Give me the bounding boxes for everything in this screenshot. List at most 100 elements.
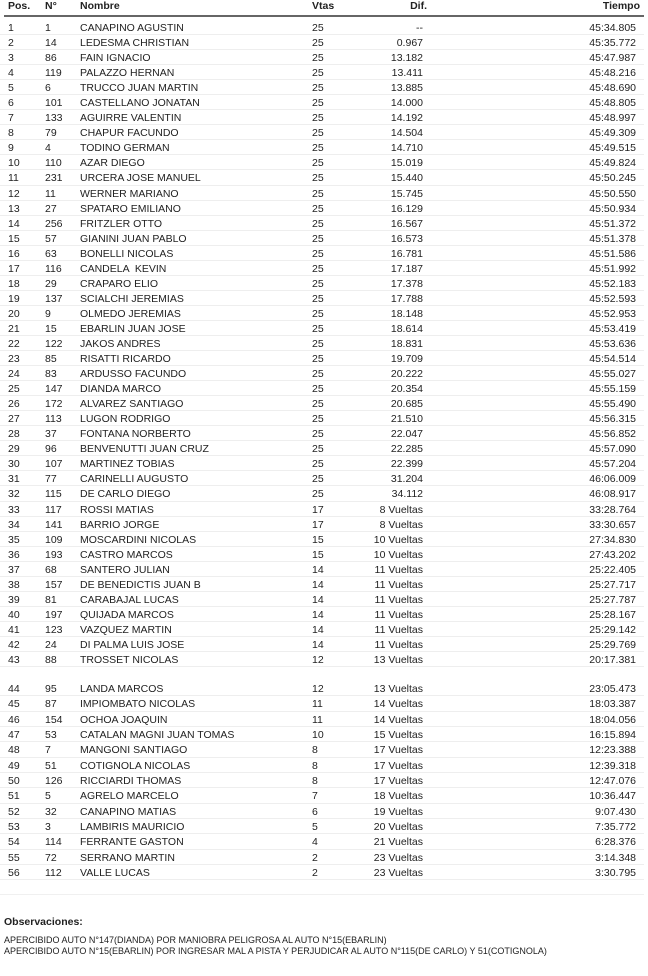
header-rule [4,15,644,17]
cell-driver-name: TRUCCO JUAN MARTIN [80,82,199,95]
cell-position: 23 [8,353,20,366]
cell-time: 18:04.056 [589,713,636,726]
cell-driver-name: FAIN IGNACIO [80,52,151,65]
cell-position: 33 [8,503,20,516]
cell-car-number: 137 [45,292,63,305]
cell-position: 50 [8,774,20,787]
cell-difference: 8 Vueltas [379,518,423,531]
cell-laps: 12 [312,653,324,666]
cell-time: 45:48.805 [589,97,636,110]
cell-laps: 25 [312,187,324,200]
cell-driver-name: CHAPUR FACUNDO [80,127,179,140]
cell-position: 51 [8,790,20,803]
table-row: 48 7 MANGONI SANTIAGO 8 17 Vueltas 12:23.388 [0,742,644,758]
table-row: 26 172 ALVAREZ SANTIAGO 25 20.685 45:55.490 [0,396,644,412]
cell-time: 33:28.764 [589,503,636,516]
cell-difference: 15.019 [390,157,423,170]
cell-car-number: 72 [45,851,57,864]
cell-laps: 17 [312,518,324,531]
cell-position: 55 [8,851,20,864]
table-row: 32 115 DE CARLO DIEGO 25 34.112 46:08.917 [0,486,644,502]
cell-laps: 25 [312,97,324,110]
table-row: 34 141 BARRIO JORGE 17 8 Vueltas 33:30.657 [0,517,644,532]
table-header: Pos. N° Nombre Vtas Dif. Tiempo [0,0,648,14]
cell-car-number: 86 [45,52,57,65]
table-row: 14 256 FRITZLER OTTO 25 16.567 45:51.372 [0,216,644,231]
cell-laps: 25 [312,428,324,441]
cell-car-number: 27 [45,202,57,215]
cell-difference: 18.831 [390,337,423,350]
cell-position: 36 [8,548,20,561]
cell-difference: 19.709 [390,353,423,366]
cell-time: 45:34.805 [589,22,636,34]
header-time: Tiempo [602,0,640,12]
table-row: 49 51 COTIGNOLA NICOLAS 8 17 Vueltas 12:39.31… [0,758,644,773]
table-row: 16 63 BONELLI NICOLAS 25 16.781 45:51.586 [0,246,644,261]
cell-driver-name: MANGONI SANTIAGO [80,744,188,757]
cell-position: 2 [8,37,14,50]
cell-car-number: 14 [45,37,57,50]
table-row: 39 81 CARABAJAL LUCAS 14 11 Vueltas 25:27.787 [0,592,644,607]
cell-difference: 15 Vueltas [373,729,423,741]
table-row: 53 3 LAMBIRIS MAURICIO 5 20 Vueltas 7:35.772 [0,819,644,835]
observations-title: Observaciones: [4,916,83,928]
cell-position: 30 [8,458,20,471]
cell-difference: 13.182 [390,52,423,65]
cell-driver-name: TROSSET NICOLAS [80,653,179,666]
cell-time: 12:23.388 [589,744,636,757]
cell-position: 48 [8,744,20,757]
cell-car-number: 37 [45,428,57,441]
cell-difference: 8 Vueltas [379,503,423,516]
cell-car-number: 101 [45,97,63,110]
table-row: 4 119 PALAZZO HERNAN 25 13.411 45:48.216 [0,65,644,81]
cell-driver-name: JAKOS ANDRES [80,337,161,350]
cell-difference: 13 Vueltas [373,653,423,666]
cell-car-number: 107 [45,458,63,471]
cell-time: 45:51.378 [589,232,636,245]
header-pos: Pos. [8,0,31,12]
cell-time: 12:47.076 [589,774,636,787]
table-row: 1 1 CANAPINO AGUSTIN 25 -- 45:34.805 [0,20,644,36]
cell-position: 26 [8,398,20,411]
cell-laps: 8 [312,744,318,757]
cell-laps: 25 [312,368,324,381]
cell-driver-name: PALAZZO HERNAN [80,67,175,80]
cell-difference: 14.000 [390,97,423,110]
cell-car-number: 110 [45,157,62,170]
table-row: 18 29 CRAPARO ELIO 25 17.378 45:52.183 [0,276,644,291]
cell-difference: 21.510 [390,413,423,426]
cell-position: 11 [8,172,19,185]
cell-driver-name: AGUIRRE VALENTIN [80,112,182,125]
cell-laps: 25 [312,292,324,305]
table-row: 21 15 EBARLIN JUAN JOSE 25 18.614 45:53.419 [0,321,644,336]
cell-time: 45:53.636 [589,337,636,350]
cell-laps: 25 [312,247,324,260]
cell-difference: 11 Vueltas [374,563,423,576]
cell-car-number: 77 [45,473,57,486]
cell-laps: 7 [312,790,318,803]
cell-difference: 15.745 [390,187,423,200]
table-row: 56 112 VALLE LUCAS 2 23 Vueltas 3:30.795 [0,865,644,881]
cell-car-number: 68 [45,563,57,576]
cell-time: 9:07.430 [595,805,636,818]
cell-car-number: 51 [45,759,57,772]
cell-difference: 22.399 [390,458,423,471]
cell-position: 27 [8,413,20,426]
table-row: 31 77 CARINELLI AUGUSTO 25 31.204 46:06.009 [0,471,644,487]
table-row: 2 14 LEDESMA CHRISTIAN 25 0.967 45:35.772 [0,35,644,51]
cell-position: 29 [8,443,20,456]
cell-time: 46:06.009 [589,473,636,486]
cell-time: 45:57.204 [589,458,636,471]
cell-difference: 11 Vueltas [374,608,423,621]
table-row: 8 79 CHAPUR FACUNDO 25 14.504 45:49.309 [0,125,644,141]
cell-laps: 25 [312,157,324,170]
cell-laps: 25 [312,398,324,411]
cell-driver-name: MOSCARDINI NICOLAS [80,533,197,546]
cell-position: 13 [8,202,20,215]
cell-laps: 25 [312,22,324,34]
cell-difference: 14.504 [390,127,423,140]
cell-time: 45:51.586 [589,247,636,260]
cell-position: 47 [8,729,20,741]
cell-car-number: 29 [45,277,57,290]
cell-driver-name: MARTINEZ TOBIAS [80,458,175,471]
